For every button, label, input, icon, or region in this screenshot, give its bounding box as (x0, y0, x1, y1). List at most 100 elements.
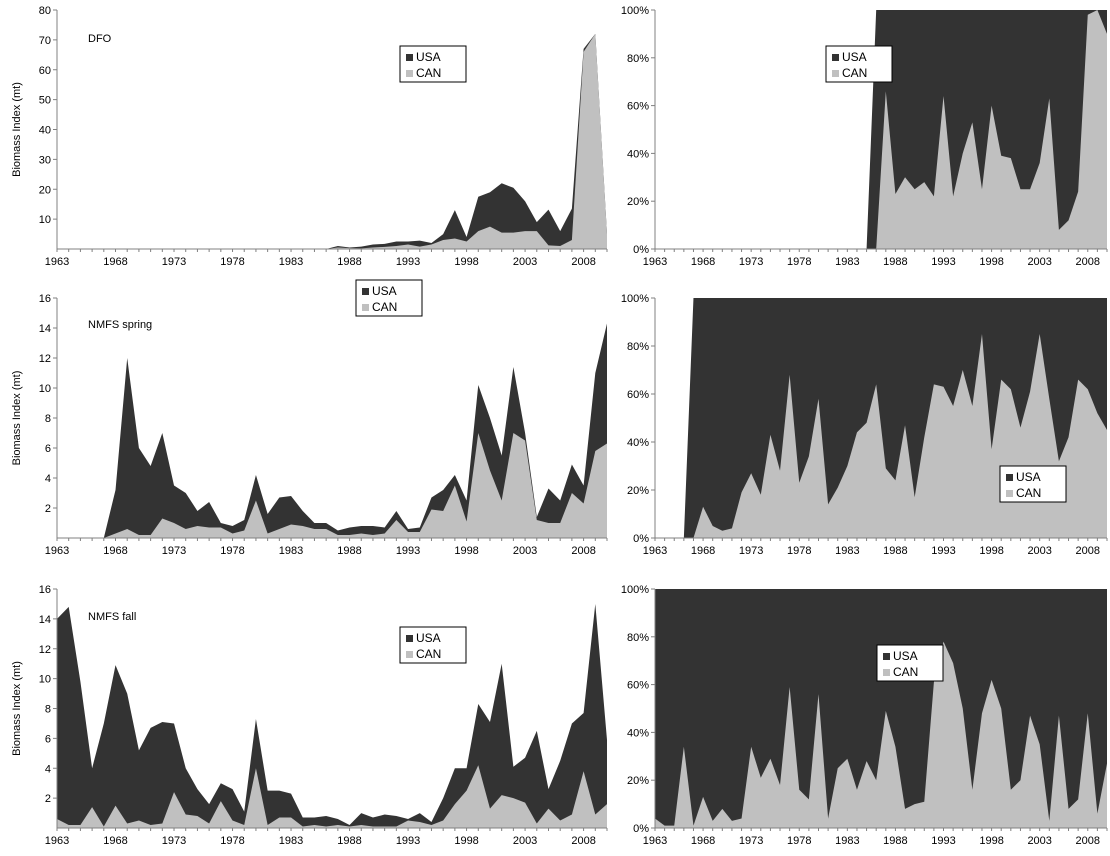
legend-label-can: CAN (1016, 486, 1041, 500)
x-tick-label: 2008 (571, 256, 595, 268)
legend-swatch-can (1006, 490, 1013, 497)
legend-label-usa: USA (842, 50, 867, 64)
y-tick-label: 80% (627, 53, 649, 65)
x-tick-label: 2003 (1027, 256, 1051, 268)
y-tick-label: 6 (45, 733, 51, 745)
plot-area (655, 10, 1107, 249)
y-tick-label: 14 (39, 323, 51, 335)
legend-label-usa: USA (416, 50, 441, 64)
legend-swatch-can (832, 70, 839, 77)
plot-area (655, 298, 1107, 538)
legend-swatch-can (406, 70, 413, 77)
y-tick-label: 2 (45, 503, 51, 515)
x-tick-label: 1963 (643, 256, 667, 268)
x-tick-label: 1963 (45, 835, 69, 847)
legend-swatch-usa (406, 54, 413, 61)
can-area (655, 10, 1107, 249)
legend: USA CAN (399, 45, 467, 83)
x-tick-label: 1998 (979, 256, 1003, 268)
legend-label-usa: USA (1016, 470, 1041, 484)
legend-label-can: CAN (416, 647, 441, 661)
x-tick-label: 2008 (571, 545, 595, 557)
y-tick-label: 100% (621, 293, 649, 305)
legend-label-usa: USA (416, 631, 441, 645)
legend-swatch-usa (883, 653, 890, 660)
y-tick-label: 10 (39, 674, 51, 686)
x-tick-label: 2008 (571, 835, 595, 847)
x-tick-label: 1963 (45, 256, 69, 268)
y-tick-label: 0% (633, 823, 649, 835)
legend-swatch-usa (406, 635, 413, 642)
x-tick-label: 1998 (979, 545, 1003, 557)
x-tick-label: 1993 (396, 256, 420, 268)
x-tick-label: 1988 (883, 256, 907, 268)
y-tick-label: 4 (45, 473, 51, 485)
panel-annotation: NMFS spring (88, 319, 152, 331)
y-axis-label: Biomass Index (mt) (11, 661, 23, 756)
x-tick-label: 1978 (787, 545, 811, 557)
y-tick-label: 80% (627, 632, 649, 644)
x-tick-label: 1998 (454, 545, 478, 557)
x-tick-label: 1993 (396, 545, 420, 557)
plot-area (57, 33, 607, 249)
x-tick-label: 1993 (931, 545, 955, 557)
can-area (655, 641, 1107, 828)
y-axis-label: Biomass Index (mt) (11, 82, 23, 177)
x-tick-label: 1968 (103, 545, 127, 557)
y-tick-label: 80% (627, 341, 649, 353)
x-tick-label: 1988 (883, 835, 907, 847)
legend: USA CAN (355, 279, 423, 317)
chart-panel-6: 0% 20% 40% 60% 80% 100% 1963 1968 1973 1978 1983 19… (621, 584, 1108, 847)
panel-annotation: DFO (88, 33, 112, 45)
x-tick-label: 1968 (691, 256, 715, 268)
y-tick-label: 40% (627, 727, 649, 739)
y-tick-label: 4 (45, 763, 51, 775)
usa-area (57, 33, 607, 249)
x-tick-label: 1988 (337, 256, 361, 268)
legend-swatch-can (406, 651, 413, 658)
x-tick-label: 1978 (787, 835, 811, 847)
x-tick-label: 1973 (162, 545, 186, 557)
y-tick-label: 80 (39, 5, 51, 17)
chart-panel-5: 2 4 6 8 10 12 14 16 1963 1968 1973 1978 1983 1988 1993… (11, 584, 608, 847)
y-tick-label: 20% (627, 775, 649, 787)
y-tick-label: 60% (627, 680, 649, 692)
x-tick-label: 1968 (691, 835, 715, 847)
x-tick-label: 1978 (220, 835, 244, 847)
x-tick-label: 2008 (1076, 545, 1100, 557)
y-tick-label: 30 (39, 154, 51, 166)
legend: USA CAN (999, 465, 1067, 503)
y-tick-label: 60 (39, 65, 51, 77)
plot-area (57, 603, 607, 828)
x-tick-label: 1993 (931, 256, 955, 268)
x-tick-label: 1978 (220, 256, 244, 268)
y-tick-label: 60% (627, 389, 649, 401)
legend: USA CAN (825, 45, 893, 83)
legend-swatch-can (362, 304, 369, 311)
y-tick-label: 16 (39, 293, 51, 305)
y-tick-label: 100% (621, 584, 649, 596)
y-tick-label: 60% (627, 101, 649, 113)
x-tick-label: 1968 (103, 256, 127, 268)
y-axis-label: Biomass Index (mt) (11, 371, 23, 466)
y-tick-label: 70 (39, 35, 51, 47)
y-tick-label: 40% (627, 148, 649, 160)
y-tick-label: 6 (45, 443, 51, 455)
y-tick-label: 2 (45, 793, 51, 805)
x-tick-label: 1983 (835, 256, 859, 268)
y-tick-label: 12 (39, 644, 51, 656)
legend-swatch-usa (832, 54, 839, 61)
y-tick-label: 10 (39, 383, 51, 395)
y-tick-label: 10 (39, 214, 51, 226)
x-tick-label: 1993 (931, 835, 955, 847)
x-tick-label: 2008 (1076, 256, 1100, 268)
x-tick-label: 1998 (454, 256, 478, 268)
can-area (57, 433, 607, 538)
x-tick-label: 1963 (643, 835, 667, 847)
x-tick-label: 1973 (739, 835, 763, 847)
can-area (655, 334, 1107, 538)
usa-area (57, 323, 607, 538)
x-tick-label: 1973 (162, 835, 186, 847)
x-tick-label: 1978 (787, 256, 811, 268)
